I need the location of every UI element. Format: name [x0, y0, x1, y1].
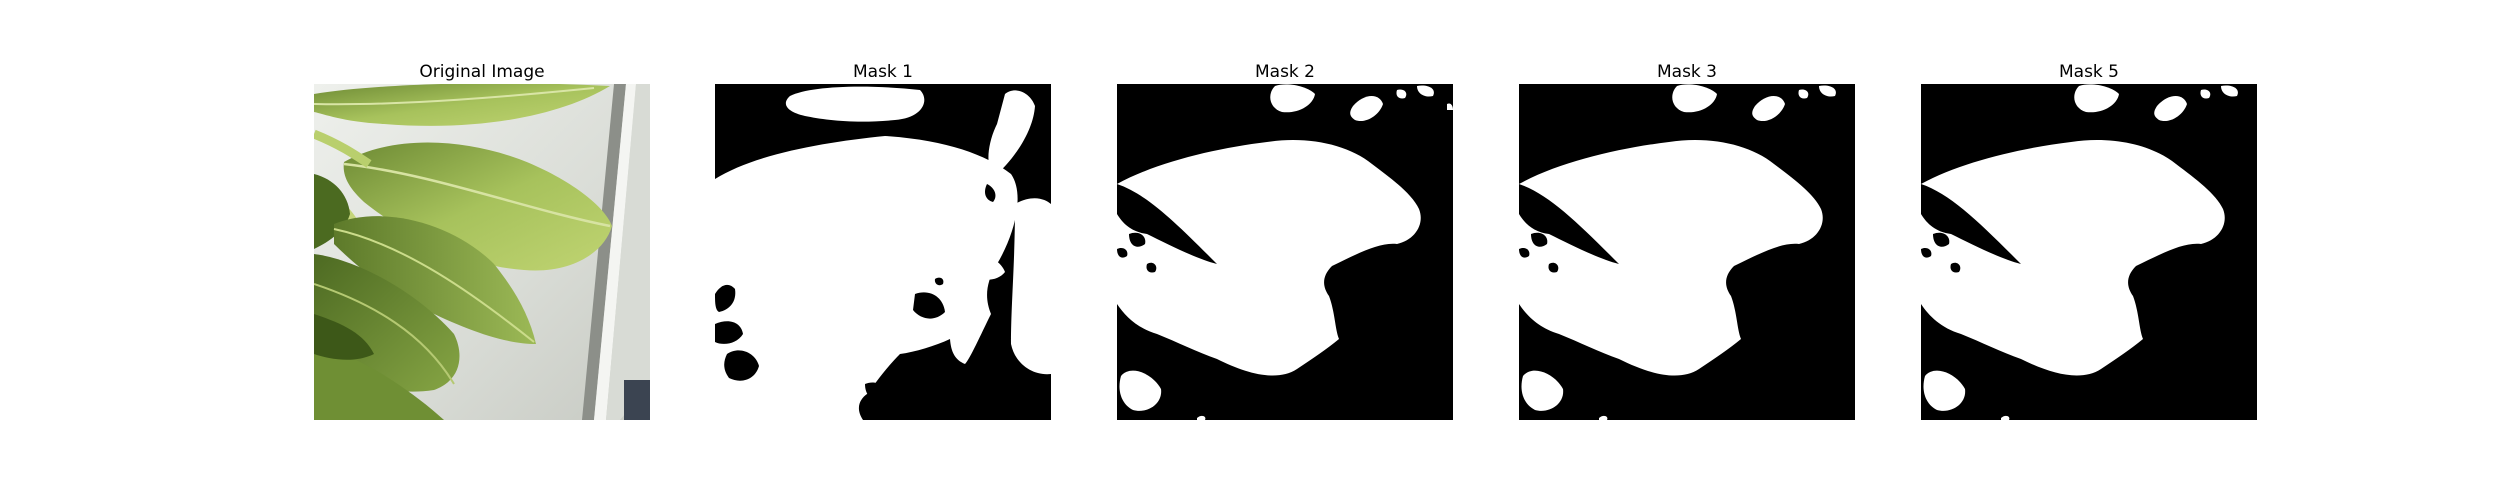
panel-title: Mask 2 — [1254, 62, 1315, 82]
mask-5-image — [1921, 84, 2257, 420]
mask-3-shape — [1519, 84, 1855, 420]
panel-title: Mask 3 — [1656, 62, 1717, 82]
mask-3-image — [1519, 84, 1855, 420]
panel-title: Mask 5 — [2058, 62, 2119, 82]
panel-title: Original Image — [419, 62, 545, 82]
mask-1-image — [715, 84, 1051, 420]
original-image-photo — [314, 84, 650, 420]
original-image — [314, 84, 650, 420]
mask-1-shape — [715, 84, 1051, 420]
mask-5-shape — [1921, 84, 2257, 420]
mask-2-image — [1117, 84, 1453, 420]
panel-title: Mask 1 — [852, 62, 913, 82]
mask-2-shape — [1117, 84, 1453, 420]
